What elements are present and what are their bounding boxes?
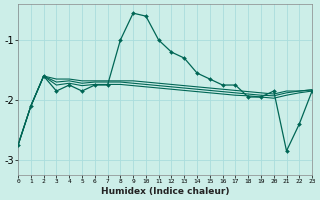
X-axis label: Humidex (Indice chaleur): Humidex (Indice chaleur) — [101, 187, 229, 196]
